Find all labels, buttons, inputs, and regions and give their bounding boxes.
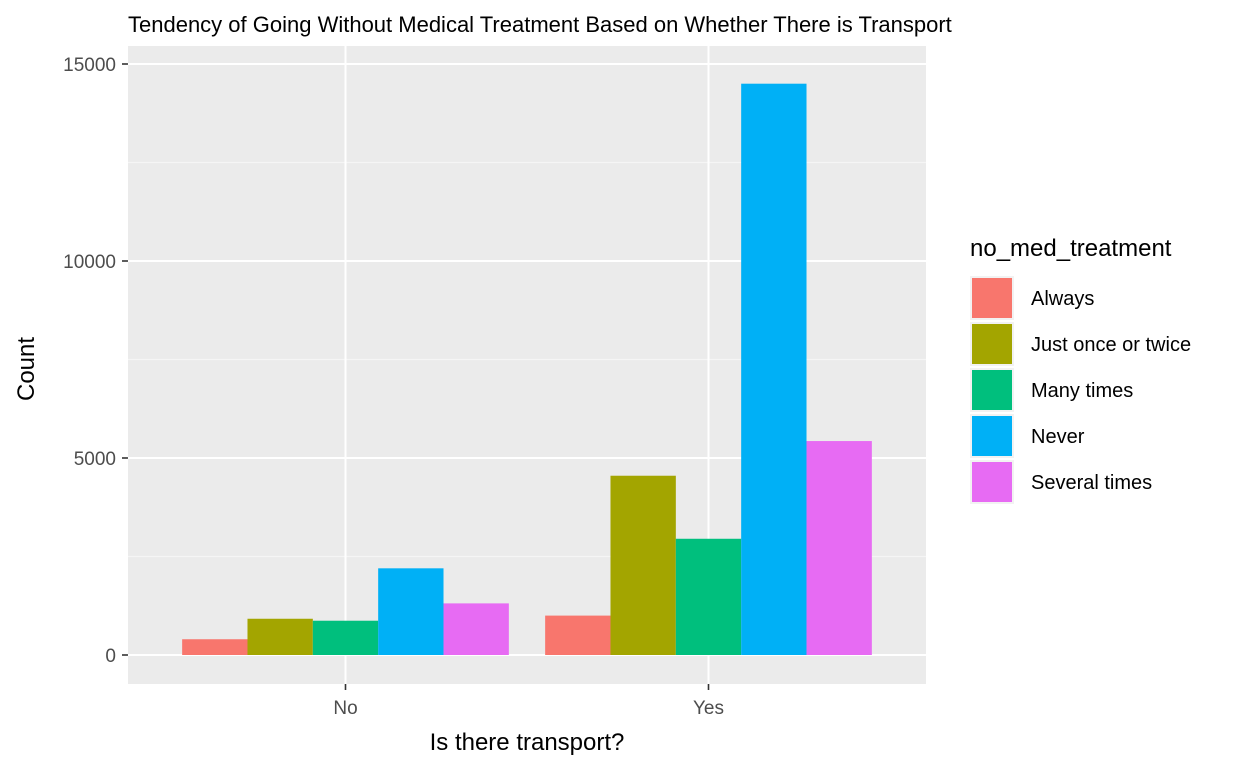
y-tick-label: 15000: [63, 55, 116, 76]
bar: [443, 603, 509, 655]
legend-swatch: [972, 462, 1012, 502]
chart-title: Tendency of Going Without Medical Treatm…: [128, 12, 952, 37]
y-axis: 0 5000 10000 15000: [63, 55, 128, 667]
x-axis-title: Is there transport?: [430, 729, 625, 756]
legend: no_med_treatment Always Just once or twic…: [970, 235, 1191, 504]
bar: [182, 639, 248, 655]
y-axis-title: Count: [13, 337, 40, 401]
legend-swatch: [972, 278, 1012, 318]
legend-label: Always: [1031, 288, 1094, 310]
y-tick-label: 10000: [63, 252, 116, 273]
bar: [741, 83, 807, 655]
legend-label: Never: [1031, 426, 1085, 448]
x-tick-label: No: [333, 698, 357, 719]
bar: [312, 620, 379, 655]
bar: [610, 475, 676, 655]
x-axis: No Yes: [333, 684, 724, 719]
y-tick-label: 0: [105, 646, 116, 667]
legend-title: no_med_treatment: [970, 235, 1172, 262]
bar: [545, 615, 611, 655]
x-tick-label: Yes: [693, 698, 724, 719]
legend-label: Many times: [1031, 380, 1133, 402]
bar: [247, 618, 313, 655]
legend-label: Just once or twice: [1031, 334, 1191, 356]
legend-swatch: [972, 324, 1012, 364]
bar: [806, 441, 872, 655]
bars: [182, 83, 872, 655]
legend-swatch: [972, 416, 1012, 456]
legend-label: Several times: [1031, 472, 1152, 494]
y-tick-label: 5000: [74, 449, 116, 470]
legend-swatch: [972, 370, 1012, 410]
bar: [675, 538, 742, 655]
bar: [378, 568, 444, 655]
